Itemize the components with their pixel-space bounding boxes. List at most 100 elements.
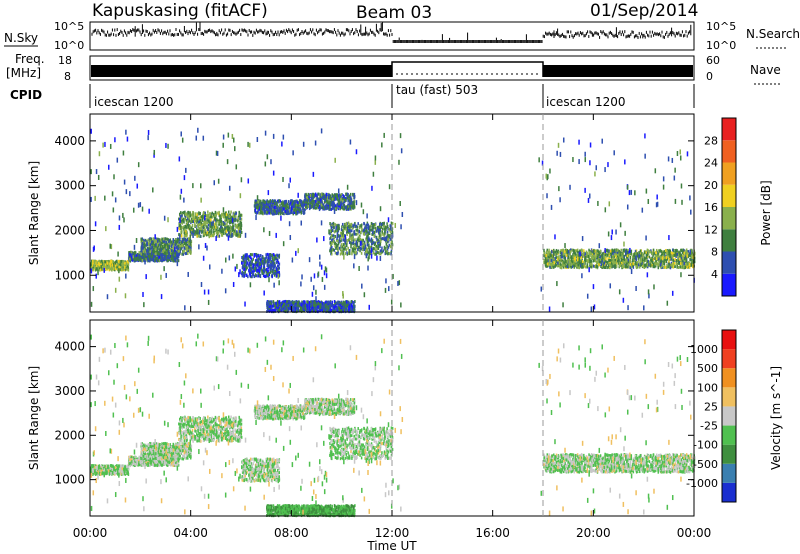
power-cell bbox=[184, 217, 186, 221]
power-cell bbox=[332, 240, 335, 244]
power-cell bbox=[333, 197, 335, 201]
power-cell bbox=[233, 229, 236, 233]
power-cell bbox=[179, 249, 181, 253]
power-cell bbox=[266, 258, 269, 262]
power-cell bbox=[327, 192, 329, 196]
power-cell bbox=[206, 232, 209, 236]
power-cell bbox=[303, 198, 306, 202]
power-cell bbox=[272, 264, 275, 268]
power-cell bbox=[200, 225, 203, 229]
power-cell bbox=[305, 200, 308, 204]
power-cell bbox=[342, 228, 345, 232]
power-cell bbox=[386, 250, 389, 254]
power-cell bbox=[120, 267, 122, 271]
power-cell bbox=[307, 202, 309, 206]
power-cell bbox=[210, 234, 212, 238]
power-cell bbox=[359, 226, 361, 230]
power-cell bbox=[386, 222, 388, 226]
power-cell bbox=[251, 262, 253, 266]
power-cell bbox=[313, 199, 315, 203]
power-cell bbox=[365, 248, 368, 252]
power-cell bbox=[147, 238, 149, 242]
power-cell bbox=[263, 207, 266, 211]
power-cell bbox=[275, 260, 278, 264]
power-cell bbox=[294, 308, 297, 312]
power-cell bbox=[338, 204, 341, 208]
power-cell bbox=[288, 206, 290, 210]
power-cell bbox=[115, 259, 118, 263]
power-cell bbox=[176, 257, 179, 261]
power-cell bbox=[271, 275, 273, 279]
power-cell bbox=[201, 218, 204, 222]
power-cell bbox=[275, 212, 278, 216]
power-cell bbox=[169, 243, 172, 247]
power-cell bbox=[187, 237, 190, 241]
power-cell bbox=[239, 229, 241, 233]
power-cell bbox=[195, 216, 197, 220]
power-cell bbox=[328, 199, 330, 203]
power-cell bbox=[179, 221, 181, 225]
power-cell bbox=[181, 214, 183, 218]
power-cell bbox=[255, 261, 257, 265]
power-cell bbox=[228, 220, 231, 224]
power-cell bbox=[343, 195, 345, 199]
power-cell bbox=[370, 250, 372, 254]
power-cell bbox=[317, 192, 319, 196]
power-cell bbox=[193, 230, 196, 234]
power-cell bbox=[187, 249, 189, 253]
power-cell bbox=[345, 207, 348, 211]
power-cell bbox=[142, 249, 145, 253]
power-cell bbox=[379, 249, 382, 253]
power-cell bbox=[240, 223, 242, 227]
power-cell bbox=[92, 259, 95, 263]
power-cell bbox=[141, 238, 143, 242]
power-cell bbox=[172, 257, 174, 261]
power-cell bbox=[183, 231, 186, 235]
power-cell bbox=[184, 212, 187, 216]
power-cell bbox=[189, 237, 191, 241]
power-cell bbox=[144, 238, 147, 242]
power-cell bbox=[191, 213, 193, 217]
power-cell bbox=[210, 228, 212, 232]
power-cell bbox=[90, 259, 93, 263]
power-cell bbox=[280, 308, 282, 312]
power-cell bbox=[334, 207, 337, 211]
power-cell bbox=[189, 225, 192, 229]
power-cell bbox=[92, 267, 94, 271]
power-cell bbox=[179, 244, 182, 248]
power-cell bbox=[262, 271, 264, 275]
power-cell bbox=[304, 205, 307, 209]
power-cell bbox=[344, 198, 347, 202]
power-cell bbox=[130, 251, 133, 255]
power-cell bbox=[268, 211, 270, 215]
power-cell bbox=[170, 255, 173, 259]
power-cell bbox=[190, 217, 193, 221]
power-cell bbox=[245, 254, 247, 258]
power-cell bbox=[221, 212, 223, 216]
power-cell bbox=[159, 248, 161, 252]
power-cell bbox=[269, 203, 272, 207]
power-cell bbox=[278, 262, 281, 266]
power-cell bbox=[351, 226, 354, 230]
power-cell bbox=[258, 205, 261, 209]
power-cell bbox=[100, 263, 102, 267]
power-cell bbox=[342, 201, 344, 205]
power-cell bbox=[232, 228, 235, 232]
power-cell bbox=[162, 239, 164, 243]
power-cell bbox=[360, 251, 363, 255]
power-cell bbox=[350, 236, 353, 240]
power-cell bbox=[339, 194, 342, 198]
power-cell bbox=[189, 233, 192, 237]
power-cell bbox=[185, 234, 187, 238]
power-cell bbox=[160, 248, 163, 252]
power-cell bbox=[178, 227, 181, 231]
power-cell bbox=[364, 226, 366, 230]
power-cell bbox=[268, 205, 271, 209]
power-cell bbox=[168, 239, 171, 243]
power-cell bbox=[352, 233, 354, 237]
power-cell bbox=[254, 204, 256, 208]
power-cell bbox=[153, 250, 156, 254]
power-cell bbox=[391, 243, 394, 247]
power-cell bbox=[238, 210, 240, 214]
